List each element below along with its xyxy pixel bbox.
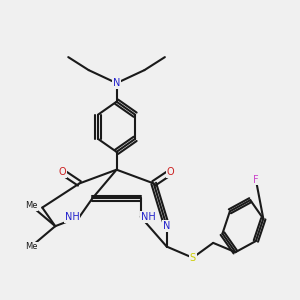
Text: O: O [59,167,67,177]
Text: N: N [163,221,170,231]
Text: NH: NH [65,212,80,222]
Text: N: N [113,78,120,88]
Text: Me: Me [25,201,38,210]
Text: S: S [190,253,196,263]
Text: Me: Me [25,242,38,251]
Text: O: O [167,167,174,177]
Text: F: F [253,175,259,185]
Text: NH: NH [141,212,155,222]
